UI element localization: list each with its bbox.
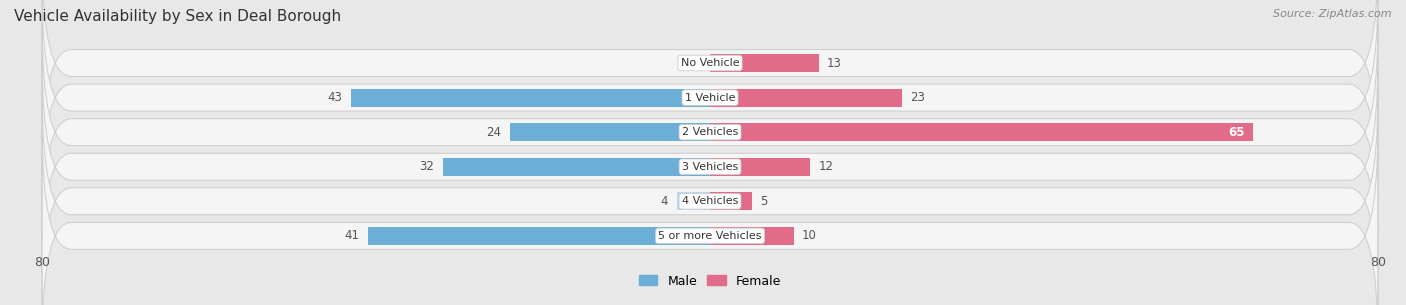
Text: 3 Vehicles: 3 Vehicles xyxy=(682,162,738,172)
FancyBboxPatch shape xyxy=(42,0,1378,170)
Text: 24: 24 xyxy=(486,126,502,139)
Text: 1 Vehicle: 1 Vehicle xyxy=(685,93,735,102)
Text: 4: 4 xyxy=(661,195,668,208)
Text: 12: 12 xyxy=(818,160,834,173)
Text: 41: 41 xyxy=(344,229,360,242)
Text: 65: 65 xyxy=(1227,126,1244,139)
Bar xyxy=(352,89,710,106)
FancyBboxPatch shape xyxy=(42,59,1378,274)
Bar xyxy=(676,192,710,210)
Text: 5 or more Vehicles: 5 or more Vehicles xyxy=(658,231,762,241)
Text: 5: 5 xyxy=(761,195,768,208)
Bar xyxy=(443,158,710,176)
FancyBboxPatch shape xyxy=(42,0,1378,205)
Text: 2 Vehicles: 2 Vehicles xyxy=(682,127,738,137)
Text: Vehicle Availability by Sex in Deal Borough: Vehicle Availability by Sex in Deal Boro… xyxy=(14,9,342,24)
Text: 0: 0 xyxy=(695,56,702,70)
Bar xyxy=(710,192,752,210)
FancyBboxPatch shape xyxy=(42,94,1378,305)
Legend: Male, Female: Male, Female xyxy=(634,270,786,292)
Text: 32: 32 xyxy=(419,160,434,173)
Bar xyxy=(509,123,710,141)
Bar xyxy=(710,227,793,245)
FancyBboxPatch shape xyxy=(42,25,1378,240)
Text: 13: 13 xyxy=(827,56,842,70)
Bar xyxy=(368,227,710,245)
Bar xyxy=(710,158,810,176)
Text: 10: 10 xyxy=(801,229,817,242)
FancyBboxPatch shape xyxy=(42,128,1378,305)
Text: Source: ZipAtlas.com: Source: ZipAtlas.com xyxy=(1274,9,1392,19)
Text: 23: 23 xyxy=(911,91,925,104)
Text: No Vehicle: No Vehicle xyxy=(681,58,740,68)
Bar xyxy=(710,123,1253,141)
Bar xyxy=(710,54,818,72)
Bar xyxy=(710,89,903,106)
Text: 4 Vehicles: 4 Vehicles xyxy=(682,196,738,206)
Text: 43: 43 xyxy=(328,91,343,104)
